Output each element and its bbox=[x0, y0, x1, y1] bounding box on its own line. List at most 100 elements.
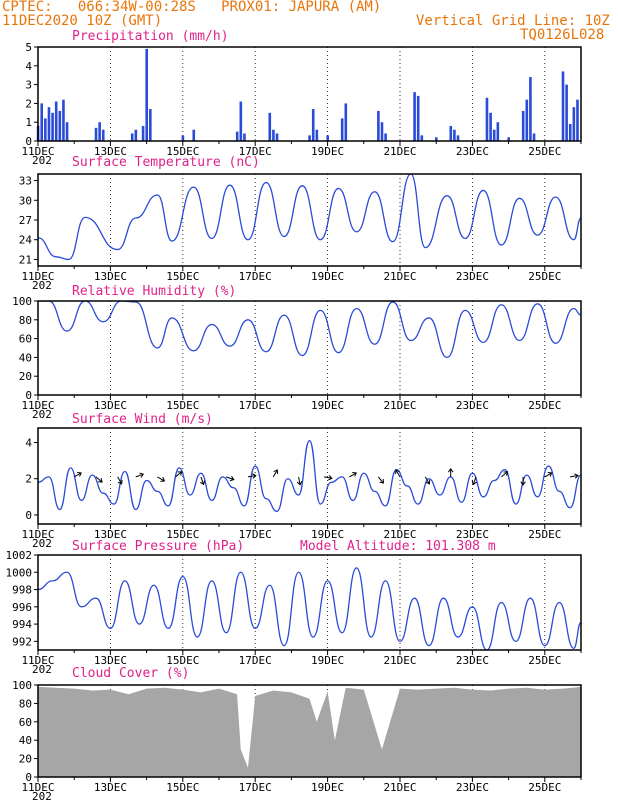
product-code: TQ0126L028 bbox=[520, 27, 605, 43]
precip-bar bbox=[47, 107, 51, 141]
cloud-xtick-label: 21DEC bbox=[383, 781, 416, 794]
precip-ytick-label: 1 bbox=[25, 116, 32, 129]
precip-bar bbox=[101, 129, 105, 141]
humidity-ytick-label: 40 bbox=[19, 351, 32, 364]
humidity-series-line bbox=[38, 301, 581, 359]
precip-xtick-label: 25DEC bbox=[528, 145, 561, 158]
cloud-xtick-label: 13DEC bbox=[94, 781, 127, 794]
temp-year-hint: 202 bbox=[32, 279, 52, 292]
precip-frame bbox=[37, 46, 582, 142]
precip-xtick-label: 19DEC bbox=[311, 145, 344, 158]
wind-xtick-label: 25DEC bbox=[528, 528, 561, 541]
wind-arrow-head bbox=[352, 471, 357, 477]
temp-xtick-label: 13DEC bbox=[94, 270, 127, 283]
wind-ytick-label: 0 bbox=[25, 509, 32, 522]
wind-xtick-label: 17DEC bbox=[239, 528, 272, 541]
wind-arrow-head bbox=[395, 469, 400, 475]
precip-bar bbox=[435, 137, 438, 141]
temp-xtick-label: 23DEC bbox=[456, 270, 489, 283]
precip-bar bbox=[51, 112, 54, 141]
wind-xtick-label: 15DEC bbox=[166, 528, 199, 541]
wind-arrow-head bbox=[229, 476, 235, 482]
cloud-title: Cloud Cover (%) bbox=[72, 666, 190, 681]
precip-bar bbox=[380, 122, 384, 141]
precip-bar bbox=[521, 110, 525, 141]
precip-bar bbox=[489, 112, 492, 141]
precip-year-hint: 202 bbox=[32, 154, 52, 167]
wind-arrow-head bbox=[98, 478, 103, 483]
cloud-xtick-label: 25DEC bbox=[528, 781, 561, 794]
wind-arrow bbox=[272, 469, 278, 478]
wind-arrow-head bbox=[425, 479, 431, 485]
temp-xtick-label: 21DEC bbox=[383, 270, 416, 283]
precip-bar bbox=[181, 135, 185, 141]
precip-xtick-label: 17DEC bbox=[239, 145, 272, 158]
precip-bar bbox=[311, 109, 315, 141]
precip-bar bbox=[565, 84, 568, 141]
precip-bar bbox=[576, 99, 579, 141]
wind-xtick-label: 11DEC bbox=[21, 528, 54, 541]
pressure-xtick-label: 19DEC bbox=[311, 654, 344, 667]
cloud-xtick-label: 11DEC bbox=[21, 781, 54, 794]
wind-arrow bbox=[349, 472, 357, 478]
cloud-ytick-label: 100 bbox=[12, 679, 32, 692]
wind-arrow bbox=[298, 476, 301, 485]
precip-bar bbox=[344, 103, 348, 141]
humidity-title: Relative Humidity (%) bbox=[72, 284, 237, 299]
humidity-ytick-label: 0 bbox=[25, 389, 32, 402]
temp-ytick-label: 27 bbox=[19, 214, 32, 227]
cloud-ytick-label: 60 bbox=[19, 716, 32, 729]
wind-xtick-label: 19DEC bbox=[311, 528, 344, 541]
pressure-xtick-label: 17DEC bbox=[239, 654, 272, 667]
pressure-xtick-label: 15DEC bbox=[166, 654, 199, 667]
precip-xtick-label: 13DEC bbox=[94, 145, 127, 158]
precip-bar bbox=[275, 133, 279, 141]
pressure-ytick-label: 1000 bbox=[6, 566, 33, 579]
temp-xtick-label: 11DEC bbox=[21, 270, 54, 283]
pressure-xtick-label: 25DEC bbox=[528, 654, 561, 667]
temp-title: Surface Temperature (nC) bbox=[72, 155, 260, 170]
precip-panel: 0 1 2 3 4 5 11DEC 13DEC 15DEC 17DEC 19DEC 21DEC 23DE… bbox=[21, 41, 582, 167]
precip-bar bbox=[492, 129, 496, 141]
wind-arrow-head bbox=[471, 480, 477, 486]
precip-xtick-label: 23DEC bbox=[456, 145, 489, 158]
precip-bar bbox=[453, 129, 456, 141]
precip-xtick-label: 21DEC bbox=[383, 145, 416, 158]
precip-bar bbox=[54, 101, 58, 141]
precip-bar bbox=[496, 122, 500, 141]
wind-arrow bbox=[135, 473, 144, 478]
precip-bar bbox=[141, 125, 145, 141]
cloud-xtick-label: 23DEC bbox=[456, 781, 489, 794]
pressure-year-hint: 202 bbox=[32, 663, 52, 676]
humidity-ytick-label: 80 bbox=[19, 314, 32, 327]
plot-layer: 0 1 2 3 4 5 11DEC 13DEC 15DEC 17DEC 19DEC 21DEC 23DE… bbox=[6, 41, 582, 800]
precip-bar bbox=[308, 135, 311, 141]
precip-bar bbox=[420, 135, 424, 141]
cloud-xtick-label: 17DEC bbox=[239, 781, 272, 794]
cloud-panel: 0 20 40 60 80 100 11DEC 13DEC 15DEC 17DEC 19DEC 21D… bbox=[12, 679, 582, 800]
precip-bar bbox=[532, 133, 536, 141]
wind-arrow bbox=[247, 475, 256, 478]
wind-arrow bbox=[472, 476, 477, 485]
wind-arrow-head bbox=[503, 471, 509, 476]
precip-bar bbox=[98, 122, 101, 141]
precip-xtick-label: 15DEC bbox=[166, 145, 199, 158]
wind-arrow bbox=[544, 472, 552, 478]
wind-arrow-head bbox=[547, 471, 553, 477]
humidity-frame bbox=[37, 300, 582, 396]
precip-bar bbox=[149, 109, 152, 141]
temp-xtick-label: 25DEC bbox=[528, 270, 561, 283]
precip-bar bbox=[44, 118, 47, 141]
temp-frame bbox=[37, 173, 582, 267]
precip-bar bbox=[58, 110, 62, 141]
precip-bar bbox=[145, 48, 148, 141]
humidity-ytick-label: 100 bbox=[12, 295, 32, 308]
temp-xtick-label: 17DEC bbox=[239, 270, 272, 283]
pressure-panel: 992 994 996 998 1000 1002 11DEC 13DEC 15DEC 17DEC… bbox=[6, 549, 582, 676]
precip-bar bbox=[65, 122, 69, 141]
humidity-xtick-label: 11DEC bbox=[21, 399, 54, 412]
wind-xtick-label: 21DEC bbox=[383, 528, 416, 541]
temp-ytick-label: 21 bbox=[19, 253, 32, 266]
precip-bar bbox=[456, 135, 460, 141]
